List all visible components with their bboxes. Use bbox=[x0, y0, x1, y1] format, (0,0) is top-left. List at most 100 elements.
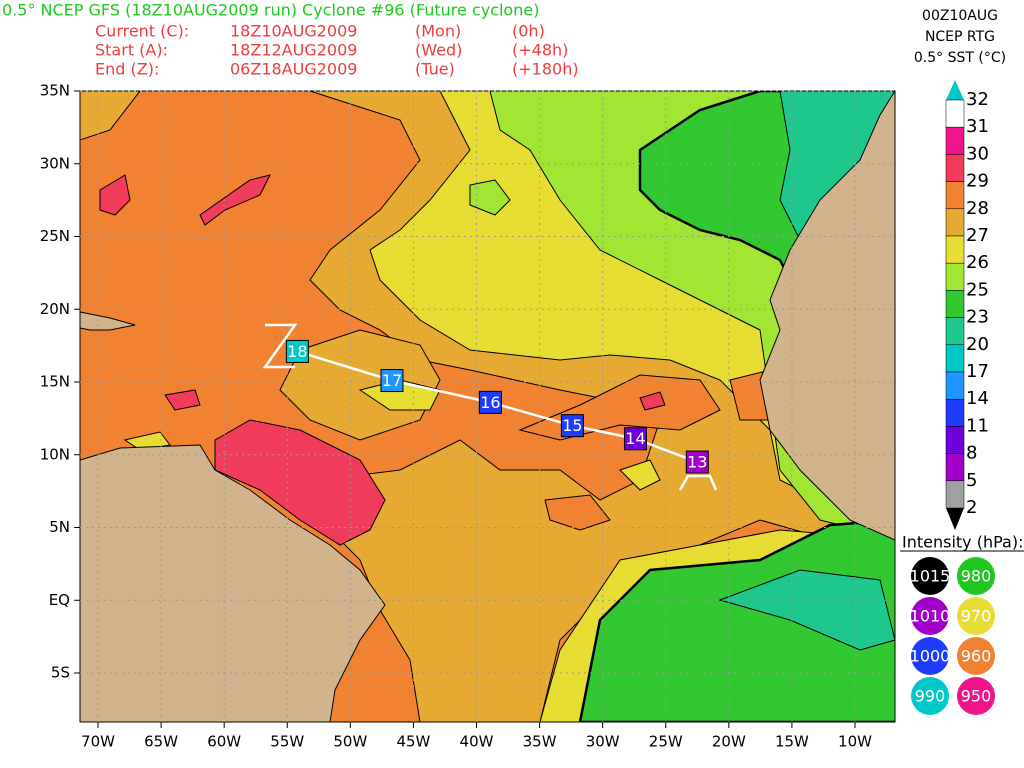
intensity-label: 1000 bbox=[910, 647, 951, 666]
x-tick-label: 45W bbox=[396, 733, 430, 751]
sst-30 bbox=[164, 389, 201, 411]
row-label: Current (C): bbox=[95, 22, 189, 41]
map: 70W 65W 60W 55W 50W 45W 40W 35W 30W 25W 20W 15W 10W 3… bbox=[40, 82, 896, 751]
intensity-swatch bbox=[911, 637, 949, 675]
y-tick-label: 15N bbox=[40, 373, 70, 391]
track-point bbox=[285, 339, 309, 363]
sst-30 bbox=[99, 174, 131, 216]
colorbar-label: 5 bbox=[966, 470, 977, 491]
intensity-label: 1010 bbox=[910, 607, 951, 626]
x-tick-label: 50W bbox=[333, 733, 367, 751]
sst-27 bbox=[619, 459, 661, 491]
track-point bbox=[380, 369, 404, 393]
colorbar-label: 17 bbox=[966, 361, 989, 382]
x-tick-label: 70W bbox=[81, 733, 115, 751]
y-tick-label: 35N bbox=[40, 82, 70, 100]
colorbar-segment bbox=[945, 453, 965, 482]
row-day: (Wed) bbox=[415, 41, 462, 60]
colorbar-header: 00Z10AUG bbox=[922, 8, 998, 24]
row-day: (Mon) bbox=[415, 22, 461, 41]
colorbar-label: 28 bbox=[966, 198, 989, 219]
row-date: 18Z12AUG2009 bbox=[230, 41, 357, 60]
x-tick-label: 60W bbox=[207, 733, 241, 751]
colorbar-segment bbox=[945, 344, 965, 373]
intensity-label: 970 bbox=[961, 607, 992, 626]
track-point bbox=[623, 427, 647, 451]
y-tick-label: 5S bbox=[51, 664, 70, 682]
colorbar-label: 27 bbox=[966, 225, 989, 246]
row-offset: (0h) bbox=[512, 22, 545, 41]
sst-28 bbox=[80, 91, 141, 141]
sst-30 bbox=[199, 174, 271, 226]
colorbar-label: 25 bbox=[966, 279, 989, 300]
colorbar-segment bbox=[945, 262, 965, 291]
intensity-label: 980 bbox=[961, 567, 992, 586]
y-tick-label: EQ bbox=[49, 591, 70, 609]
x-tick-label: 20W bbox=[712, 733, 746, 751]
colorbar-cap bbox=[946, 508, 964, 530]
colorbar-segment bbox=[945, 398, 965, 427]
header-rows: Current (C): 18Z10AUG2009 (Mon) (0h) Start (… bbox=[95, 22, 579, 79]
x-tick-label: 65W bbox=[144, 733, 178, 751]
track-label: 17 bbox=[382, 371, 402, 390]
intensity-legend: Intensity (hPa): 1015 980 1010 970 1000 960 990… bbox=[900, 533, 1024, 715]
row-day: (Tue) bbox=[415, 60, 455, 79]
intensity-title: Intensity (hPa): bbox=[902, 533, 1023, 552]
intensity-label: 960 bbox=[961, 647, 992, 666]
colorbar-label: 32 bbox=[966, 89, 989, 110]
colorbar-segment bbox=[945, 126, 965, 155]
colorbar-segment bbox=[945, 371, 965, 400]
colorbar-label: 23 bbox=[966, 307, 989, 328]
x-tick-label: 15W bbox=[775, 733, 809, 751]
colorbar-segment bbox=[945, 235, 965, 264]
start-marker bbox=[678, 474, 718, 491]
row-offset: (+180h) bbox=[512, 60, 579, 79]
intensity-swatch bbox=[911, 557, 949, 595]
colorbar-segment bbox=[945, 480, 965, 509]
sst-27 bbox=[123, 431, 171, 451]
intensity-swatch bbox=[957, 597, 995, 635]
sst-26 bbox=[469, 179, 511, 216]
colorbar-segment bbox=[945, 99, 965, 128]
y-tick-label: 10N bbox=[40, 445, 70, 463]
colorbar-segment bbox=[945, 317, 965, 346]
colorbar-label: 31 bbox=[966, 116, 989, 137]
intensity-swatch bbox=[911, 677, 949, 715]
intensity-swatch bbox=[957, 557, 995, 595]
track: 18 17 16 15 14 13 bbox=[285, 339, 709, 474]
sst-30 bbox=[214, 419, 386, 546]
track-point bbox=[560, 414, 584, 438]
track-label: 18 bbox=[287, 342, 307, 361]
colorbar-label: 26 bbox=[966, 252, 989, 273]
colorbar-label: 8 bbox=[966, 443, 977, 464]
row-label: Start (A): bbox=[95, 41, 168, 60]
intensity-label: 950 bbox=[961, 687, 992, 706]
y-tick-label: 5N bbox=[49, 518, 70, 536]
intensity-swatch bbox=[957, 637, 995, 675]
land-islands bbox=[80, 311, 136, 331]
intensity-label: 1015 bbox=[910, 567, 951, 586]
intensity-swatch bbox=[911, 597, 949, 635]
colorbar-segment bbox=[945, 426, 965, 454]
grid: 70W 65W 60W 55W 50W 45W 40W 35W 30W 25W 20W 15W 10W 3… bbox=[40, 82, 895, 751]
colorbar-label: 20 bbox=[966, 334, 989, 355]
colorbar-cap bbox=[946, 80, 964, 100]
track-point bbox=[478, 390, 502, 414]
map-frame bbox=[79, 90, 896, 723]
colorbar-segment bbox=[945, 208, 965, 237]
colorbar-header: 0.5° SST (°C) bbox=[914, 50, 1006, 66]
colorbar-segment bbox=[945, 154, 965, 182]
colorbar-label: 29 bbox=[966, 171, 989, 192]
title: 0.5° NCEP GFS (18Z10AUG2009 run) Cyclone… bbox=[2, 1, 539, 20]
track-point bbox=[685, 450, 709, 474]
sst-23 bbox=[718, 569, 895, 651]
row-date: 06Z18AUG2009 bbox=[230, 60, 357, 79]
y-tick-label: 30N bbox=[40, 154, 70, 172]
colorbar-header: NCEP RTG bbox=[925, 29, 995, 45]
row-label: End (Z): bbox=[95, 60, 159, 79]
y-tick-label: 25N bbox=[40, 227, 70, 245]
x-tick-label: 40W bbox=[460, 733, 494, 751]
intensity-label: 990 bbox=[915, 687, 946, 706]
